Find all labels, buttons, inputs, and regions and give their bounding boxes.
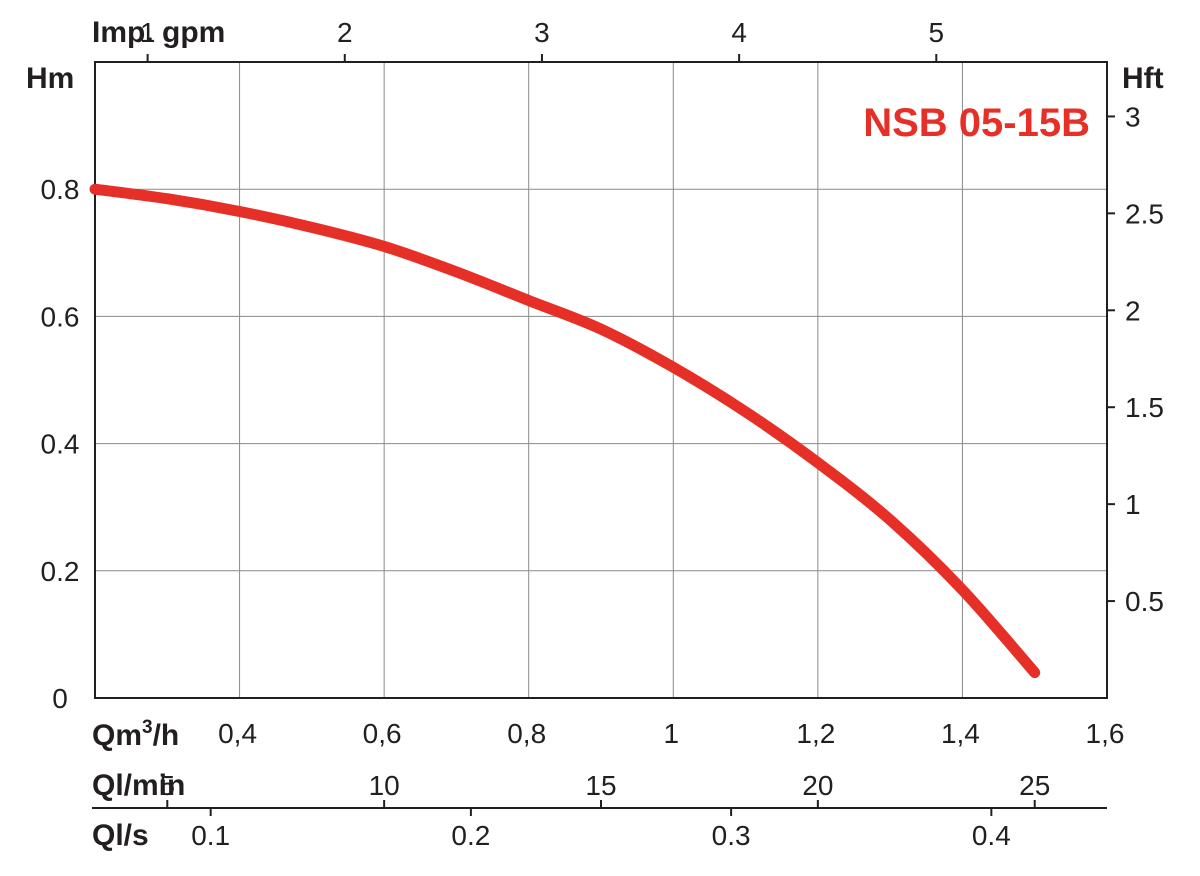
x-tick-lmin: 20 (802, 770, 833, 801)
tick-labels: 0 0.2 0.4 0.6 0.8 0,4 0,6 0,8 1 1,2 1,4 1,6 0.5 1 1.5 2… (41, 17, 1164, 851)
x-tick-qm3h: 1,4 (941, 718, 980, 749)
x-tick-ls: 0.4 (972, 820, 1011, 851)
series-line (89, 183, 1041, 679)
y-tick-hm: 0 (52, 683, 68, 714)
y-tick-hft: 0.5 (1125, 586, 1164, 617)
x-tick-qm3h: 0,4 (218, 718, 257, 749)
lmin-axis-label: Ql/min (92, 769, 185, 802)
grid-lines (95, 62, 1107, 698)
right-axis-label: Hft (1122, 62, 1164, 95)
bottom-axis-label-main: Qm (92, 719, 142, 752)
x-tick-qm3h: 0,6 (363, 718, 402, 749)
x-tick-gpm: 1 (140, 17, 156, 48)
y-tick-hft: 1.5 (1125, 392, 1164, 423)
bottom-axis-label-tail: /h (153, 719, 180, 752)
x-tick-qm3h: 1,6 (1086, 718, 1125, 749)
x-tick-ls: 0.1 (191, 820, 230, 851)
x-tick-lmin: 25 (1019, 770, 1050, 801)
ls-axis-label: Ql/s (92, 819, 149, 852)
x-tick-lmin: 10 (369, 770, 400, 801)
x-tick-qm3h: 1,2 (796, 718, 835, 749)
x-tick-ls: 0.3 (712, 820, 751, 851)
x-tick-lmin: 15 (585, 770, 616, 801)
chart-title: NSB 05-15B (863, 101, 1090, 145)
x-tick-gpm: 4 (731, 17, 747, 48)
y-tick-hm: 0.6 (41, 301, 80, 332)
bottom-axis-label-sup: 3 (142, 717, 153, 738)
x-tick-gpm: 5 (929, 17, 945, 48)
y-tick-hm: 0.8 (41, 174, 80, 205)
x-tick-gpm: 3 (534, 17, 550, 48)
series-group (89, 183, 1041, 679)
x-tick-ls: 0.2 (451, 820, 490, 851)
y-tick-hm: 0.4 (41, 429, 80, 460)
y-tick-hft: 3 (1125, 101, 1141, 132)
y-tick-hft: 1 (1125, 489, 1141, 520)
y-tick-hm: 0.2 (41, 556, 80, 587)
left-axis-label: Hm (26, 62, 74, 95)
bottom-axis-label: Qm3/h (92, 717, 179, 752)
y-tick-hft: 2 (1125, 295, 1141, 326)
x-tick-lmin: 5 (159, 770, 175, 801)
top-axis-label: Imp. gpm (92, 16, 225, 49)
x-tick-qm3h: 0,8 (507, 718, 546, 749)
y-tick-hft: 2.5 (1125, 198, 1164, 229)
x-tick-gpm: 2 (337, 17, 353, 48)
axis-labels: Imp. gpm Hm Hft Qm3/h Ql/min Ql/s (26, 16, 1164, 852)
plot-frame (94, 61, 1108, 699)
x-tick-qm3h: 1 (663, 718, 679, 749)
